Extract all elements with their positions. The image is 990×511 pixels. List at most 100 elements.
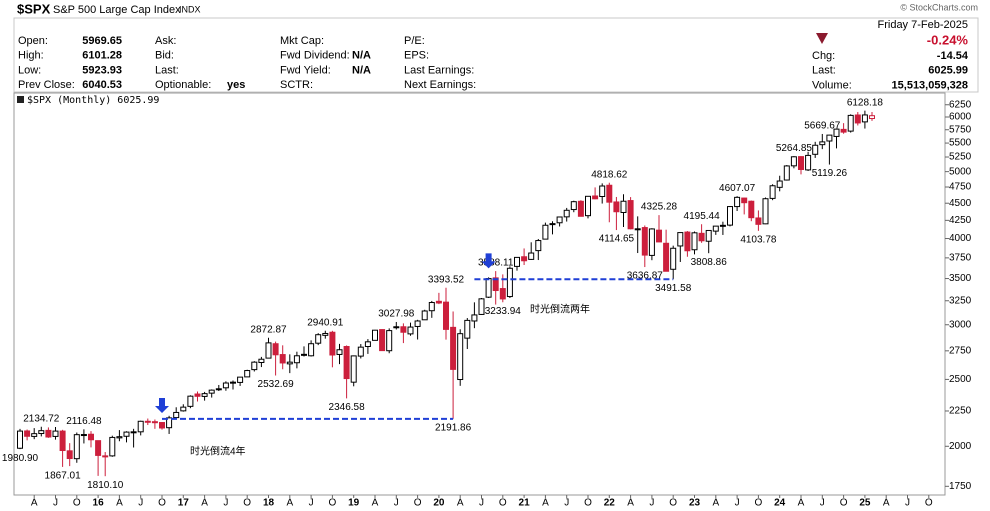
candle-body [755, 217, 762, 225]
field-label: Chg: [812, 50, 835, 62]
y-tick-label: 2000 [949, 441, 972, 452]
x-tick-label: A [798, 498, 805, 509]
x-tick-label: A [372, 498, 379, 509]
candle-body [478, 298, 485, 315]
candle-body [549, 223, 556, 226]
candle-body [826, 134, 833, 142]
high-label: 4818.62 [591, 169, 628, 180]
candle-body [741, 197, 748, 204]
field-label: Next Earnings: [404, 79, 476, 91]
field-label: EPS: [404, 50, 429, 62]
low-label: 5119.26 [812, 168, 848, 179]
high-label: 2116.48 [66, 416, 102, 427]
field-value: N/A [352, 50, 371, 62]
legend: $SPX (Monthly) 6025.99 [27, 95, 159, 106]
candle-body [151, 421, 158, 424]
y-tick-label: 5000 [949, 166, 972, 177]
candle-body [31, 433, 38, 437]
x-tick-label: J [138, 498, 143, 509]
y-tick-label: 3750 [949, 253, 972, 264]
candle-body [80, 434, 87, 437]
candle-body [783, 165, 790, 181]
x-tick-label: 20 [433, 498, 445, 509]
y-tick-label: 1750 [949, 481, 972, 492]
candle-body [52, 430, 59, 437]
candle-body [847, 114, 854, 132]
candle-body [159, 422, 165, 429]
field-label: Prev Close: [18, 79, 75, 91]
field-value: 5923.93 [82, 64, 122, 76]
candle-body [599, 185, 606, 198]
y-tick-label: 4750 [949, 182, 972, 193]
legend-icon [17, 96, 24, 103]
candle-body [563, 209, 570, 218]
field-value: 6101.28 [82, 50, 122, 62]
candle-body [414, 320, 421, 327]
x-tick-label: J [735, 498, 740, 509]
high-label: 2940.91 [307, 317, 344, 328]
candle-body [592, 195, 599, 200]
high-label: 6128.18 [847, 97, 884, 108]
x-tick-label: J [905, 498, 910, 509]
candle-body [364, 341, 371, 348]
annotation: 时光倒流4年 [190, 445, 246, 458]
candle-body [407, 326, 414, 335]
candle-body [577, 200, 584, 217]
candle-body [343, 346, 350, 380]
candle-body [727, 206, 733, 226]
candle-body [663, 242, 670, 272]
x-tick-label: O [158, 498, 166, 509]
low-label: 3636.87 [627, 271, 664, 282]
candle-body [670, 247, 677, 270]
x-tick-label: 16 [93, 498, 105, 509]
field-label: P/E: [404, 35, 425, 47]
field-label: Last Earnings: [404, 64, 474, 76]
x-tick-label: A [627, 498, 634, 509]
candle-body [528, 252, 535, 260]
y-tick-label: 3250 [949, 295, 972, 306]
x-tick-label: O [755, 498, 763, 509]
candle-body [258, 358, 265, 364]
high-label: 3027.98 [378, 309, 415, 320]
exchange: INDX [179, 4, 201, 14]
low-label: 1980.90 [2, 453, 39, 464]
candle-body [329, 331, 336, 356]
candle-body [315, 334, 322, 344]
candle-body [173, 411, 180, 419]
candle-body [66, 450, 73, 460]
candle-body [812, 144, 819, 155]
low-label: 1867.01 [45, 471, 82, 482]
field-label: Low: [18, 64, 41, 76]
candle-body [194, 393, 201, 397]
candle-body [208, 389, 215, 394]
x-tick-label: 18 [263, 498, 275, 509]
candle-body [230, 381, 236, 384]
y-tick-label: 2750 [949, 345, 972, 356]
field-label: SCTR: [280, 79, 313, 91]
symbol: $SPX [17, 1, 51, 16]
candle-body [620, 200, 627, 213]
candle-body [116, 436, 123, 439]
x-tick-label: O [414, 498, 422, 509]
candle-body [719, 224, 726, 227]
candle-body [293, 355, 300, 364]
low-label: 2532.69 [258, 379, 295, 390]
field-label: Open: [18, 35, 48, 47]
x-tick-label: 19 [348, 498, 360, 509]
field-value: -14.54 [937, 50, 969, 62]
arrow [481, 253, 496, 269]
low-label: 4114.65 [599, 234, 635, 245]
field-label: Optionable: [155, 79, 211, 91]
high-label: 3393.52 [428, 274, 465, 285]
candle-body [95, 440, 102, 456]
candle-body [215, 388, 222, 391]
field-label: Last: [155, 64, 179, 76]
candle-body [265, 342, 272, 359]
candle-body [641, 227, 648, 256]
candle-body [450, 326, 457, 370]
date: Friday 7-Feb-2025 [878, 19, 969, 31]
y-tick-label: 5500 [949, 138, 972, 149]
candle-body [322, 332, 329, 336]
candle-body [45, 429, 52, 438]
arrow [155, 397, 169, 413]
